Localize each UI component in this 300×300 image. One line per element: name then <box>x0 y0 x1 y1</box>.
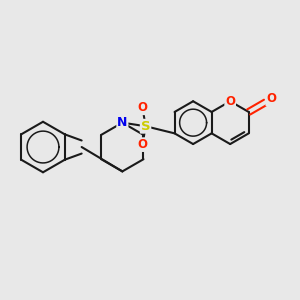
Text: S: S <box>141 120 150 133</box>
Text: O: O <box>225 95 235 108</box>
Text: O: O <box>138 101 148 114</box>
Text: N: N <box>117 116 128 129</box>
Text: O: O <box>138 138 148 151</box>
Text: O: O <box>266 92 276 105</box>
